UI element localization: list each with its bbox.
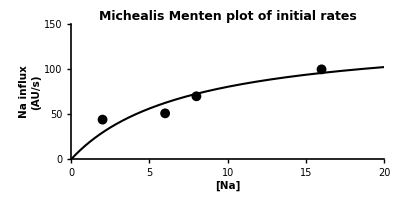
- Point: [318, 68, 325, 71]
- X-axis label: [Na]: [Na]: [215, 181, 240, 191]
- Point: [162, 112, 168, 115]
- Title: Michealis Menten plot of initial rates: Michealis Menten plot of initial rates: [99, 10, 356, 23]
- Y-axis label: Na influx
(AU/s): Na influx (AU/s): [19, 65, 41, 118]
- Point: [193, 95, 200, 98]
- Point: [99, 118, 106, 121]
